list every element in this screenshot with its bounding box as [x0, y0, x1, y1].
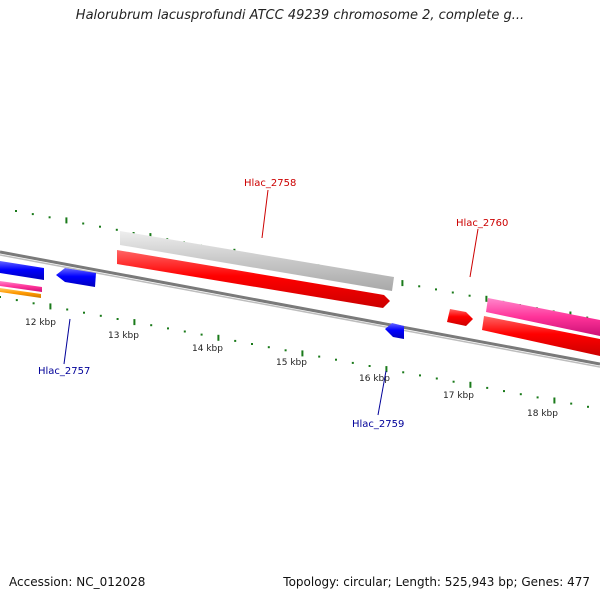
- topology-summary: Topology: circular; Length: 525,943 bp; …: [283, 575, 590, 589]
- scale-tick-inner: [167, 327, 169, 330]
- scale-tick-outer: [451, 291, 454, 294]
- gene-red-small[interactable]: [447, 309, 473, 326]
- scale-tick-inner: [301, 350, 304, 357]
- scale-tick-inner: [503, 390, 505, 393]
- scale-tick-inner: [234, 339, 237, 342]
- gene-label-hlac-2759[interactable]: Hlac_2759: [352, 419, 404, 430]
- leader-hlac-2760: [469, 228, 479, 278]
- scale-label-14kbp: 14 kbp: [192, 344, 223, 354]
- scale-tick-outer: [149, 233, 152, 240]
- scale-tick-inner: [49, 303, 52, 310]
- scale-tick-outer: [99, 225, 101, 228]
- scale-tick-outer: [132, 232, 135, 234]
- gene-label-hlac-2757[interactable]: Hlac_2757: [38, 366, 90, 377]
- gene-blue-left-edge[interactable]: [0, 261, 44, 280]
- scale-tick-outer: [48, 216, 51, 219]
- scale-tick-inner: [385, 366, 388, 373]
- scale-tick-inner: [133, 319, 136, 326]
- scale-tick-outer: [435, 288, 437, 291]
- scale-ticks-inner: [0, 296, 589, 408]
- scale-tick-outer: [485, 295, 488, 302]
- scale-tick-inner: [15, 299, 18, 302]
- scale-tick-inner: [519, 393, 522, 396]
- scale-tick-inner: [536, 396, 539, 399]
- scale-tick-inner: [66, 308, 69, 311]
- scale-tick-inner: [99, 314, 102, 317]
- gene-hlac-2758[interactable]: [117, 250, 390, 308]
- map-title: Halorubrum lacusprofundi ATCC 49239 chro…: [75, 8, 525, 23]
- scale-tick-inner: [267, 346, 270, 349]
- scale-tick-inner: [553, 397, 556, 404]
- scale-tick-outer: [401, 280, 404, 287]
- scale-tick-inner: [452, 380, 455, 383]
- scale-label-13kbp: 13 kbp: [108, 331, 139, 341]
- scale-tick-inner: [318, 355, 321, 358]
- scale-tick-inner: [284, 349, 287, 352]
- scale-tick-inner: [402, 371, 405, 374]
- gene-hlac-2758-grey[interactable]: [120, 231, 394, 291]
- scale-tick-outer: [15, 210, 17, 212]
- scale-label-16kbp: 16 kbp: [359, 374, 390, 384]
- scale-tick-inner: [200, 333, 203, 336]
- scale-label-18kbp: 18 kbp: [527, 409, 558, 419]
- gene-hlac-2757[interactable]: [56, 268, 96, 287]
- scale-tick-outer: [115, 228, 118, 231]
- gene-hlac-2760-pink[interactable]: [486, 298, 600, 336]
- scale-tick-inner: [486, 386, 489, 389]
- gene-label-hlac-2758[interactable]: Hlac_2758: [244, 178, 296, 189]
- scale-tick-inner: [217, 334, 220, 341]
- scale-labels: 12 kbp 13 kbp 14 kbp 15 kbp 16 kbp 17 kb…: [25, 318, 558, 419]
- scale-tick-inner: [570, 402, 573, 405]
- scale-tick-inner: [419, 374, 421, 377]
- scale-tick-inner: [0, 296, 1, 298]
- gene-labels: Hlac_2758 Hlac_2760 Hlac_2757 Hlac_2759: [38, 178, 508, 430]
- gene-hlac-2760[interactable]: [482, 316, 600, 356]
- scale-tick-inner: [587, 405, 589, 408]
- scale-tick-inner: [150, 324, 153, 327]
- gene-features: [0, 231, 600, 356]
- scale-tick-outer: [82, 222, 85, 225]
- scale-tick-outer: [31, 213, 34, 216]
- gene-label-leaders: [63, 189, 479, 416]
- scale-tick-inner: [251, 343, 253, 345]
- gene-pink-left-edge[interactable]: [0, 281, 42, 292]
- leader-hlac-2759: [377, 370, 387, 416]
- scale-tick-inner: [116, 318, 119, 320]
- scale-tick-inner: [368, 365, 371, 367]
- genome-backbone-shadow: [0, 254, 600, 368]
- leader-hlac-2758: [261, 189, 269, 239]
- scale-tick-outer: [468, 294, 471, 297]
- scale-tick-inner: [32, 302, 35, 305]
- scale-label-12kbp: 12 kbp: [25, 318, 56, 328]
- scale-tick-outer: [418, 285, 421, 288]
- gene-orange-left-edge[interactable]: [0, 288, 41, 298]
- scale-tick-inner: [351, 361, 354, 364]
- scale-tick-outer: [65, 217, 68, 224]
- gene-label-hlac-2760[interactable]: Hlac_2760: [456, 218, 508, 229]
- scale-tick-inner: [183, 330, 186, 333]
- scale-label-17kbp: 17 kbp: [443, 391, 474, 401]
- accession-label: Accession: NC_012028: [9, 575, 146, 589]
- leader-hlac-2757: [63, 318, 71, 365]
- scale-tick-inner: [335, 358, 337, 361]
- gene-hlac-2759[interactable]: [385, 323, 404, 339]
- genome-backbone: [0, 250, 600, 366]
- scale-tick-inner: [83, 311, 85, 314]
- scale-tick-inner: [435, 377, 438, 380]
- scale-tick-inner: [469, 381, 472, 388]
- scale-label-15kbp: 15 kbp: [276, 358, 307, 368]
